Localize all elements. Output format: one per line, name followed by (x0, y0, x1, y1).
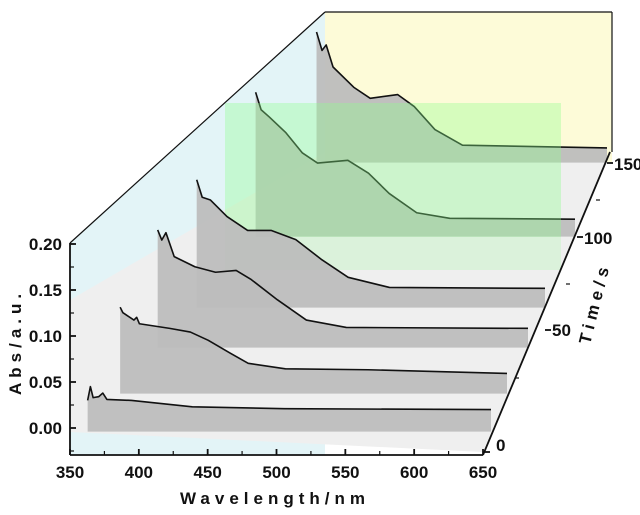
y-tick-label: 0.00 (29, 419, 62, 438)
x-tick-label: 650 (469, 463, 497, 482)
trace-fill-2 (157, 229, 528, 348)
x-tick-label: 400 (125, 463, 153, 482)
trace-fill-5 (316, 32, 607, 163)
y-tick-label: 0.15 (29, 281, 62, 300)
trace-line-2 (156, 229, 529, 330)
trace-line-4 (254, 91, 576, 220)
trace-fill-3 (196, 179, 545, 308)
trace-line-3 (195, 179, 546, 290)
y-tick-label: 0.20 (29, 235, 62, 254)
trace-line-1 (119, 306, 508, 375)
x-tick-label: 350 (56, 463, 84, 482)
z-tick-label: 100 (584, 229, 612, 248)
trace-line-0 (86, 385, 492, 411)
side-wall-top-edge (69, 11, 326, 244)
z-tick-label: 150 (614, 155, 640, 174)
y-tick-label: 0.10 (29, 327, 62, 346)
x-tick-label: 500 (262, 463, 290, 482)
highlight-band (225, 103, 561, 237)
y-axis-title: Abs/a.u. (6, 289, 25, 395)
trace-fill-4 (255, 92, 575, 237)
trace-fill-1 (120, 307, 507, 394)
x-axis-title: Wavelength/nm (180, 489, 370, 508)
z-axis-line (482, 151, 611, 456)
x-tick-label: 550 (331, 463, 359, 482)
z-tick-label: 50 (552, 321, 571, 340)
trace-line-5 (315, 31, 608, 149)
x-tick-label: 600 (400, 463, 428, 482)
x-tick-label: 450 (193, 463, 221, 482)
z-axis-title: Time/s (575, 260, 614, 346)
z-tick-label: 0 (496, 436, 505, 455)
y-tick-label: 0.05 (29, 373, 62, 392)
